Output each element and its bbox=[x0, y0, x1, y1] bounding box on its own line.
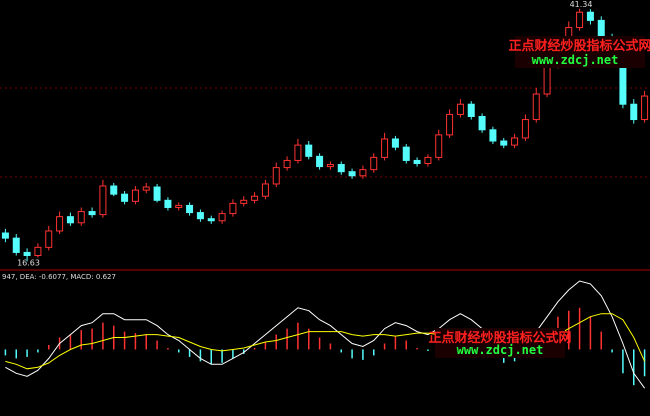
candle-body bbox=[110, 185, 118, 195]
watermark-title: 正点财经炒股指标公式网 bbox=[428, 330, 571, 346]
candle-body bbox=[641, 95, 649, 121]
candle-body bbox=[1, 232, 9, 239]
candle-body bbox=[142, 186, 150, 191]
candle-body bbox=[88, 211, 96, 216]
candle-body bbox=[99, 185, 107, 216]
candle-body bbox=[619, 62, 627, 105]
candle-body bbox=[175, 204, 183, 208]
candle-body bbox=[294, 144, 302, 161]
candle-body bbox=[56, 216, 64, 232]
candle-body bbox=[283, 159, 291, 169]
candle-body bbox=[543, 64, 551, 95]
macd-label: 947, DEA: -0.6077, MACD: 0.627 bbox=[2, 273, 116, 281]
marks: 16.63 41.34 bbox=[1, 0, 649, 389]
candle-body bbox=[511, 137, 519, 146]
candle-body bbox=[630, 103, 638, 121]
candle-body bbox=[359, 169, 367, 177]
candle-body bbox=[435, 134, 443, 158]
candle-body bbox=[597, 19, 605, 39]
candle-body bbox=[121, 193, 129, 202]
candle-body bbox=[218, 213, 226, 222]
low-label: 16.63 bbox=[17, 258, 40, 267]
candle-body bbox=[576, 11, 584, 29]
candle-body bbox=[456, 103, 464, 115]
watermark-bg bbox=[435, 328, 565, 358]
candle-body bbox=[229, 202, 237, 215]
high-label: 41.34 bbox=[570, 0, 593, 9]
watermark-title: 正点财经炒股指标公式网 bbox=[508, 38, 650, 54]
candle-body bbox=[23, 251, 31, 257]
candle-body bbox=[261, 183, 269, 197]
candle-body bbox=[402, 146, 410, 161]
candle-body bbox=[413, 159, 421, 165]
candle-body bbox=[391, 138, 399, 148]
watermark-url: www.zdcj.net bbox=[457, 343, 544, 357]
candle-body bbox=[381, 138, 389, 158]
candle-body bbox=[207, 218, 215, 222]
candle-body bbox=[251, 195, 259, 201]
candle-body bbox=[478, 115, 486, 131]
candle-body bbox=[305, 144, 313, 157]
candle-body bbox=[532, 93, 540, 121]
candle-body bbox=[337, 164, 345, 173]
candle-body bbox=[12, 237, 20, 253]
candle-body bbox=[489, 129, 497, 142]
candle-body bbox=[316, 155, 324, 168]
candle-body bbox=[164, 199, 172, 208]
candle-body bbox=[500, 140, 508, 146]
candle-body bbox=[131, 189, 139, 202]
candle-body bbox=[240, 199, 248, 204]
candle-body bbox=[186, 204, 194, 214]
candle-body bbox=[467, 103, 475, 117]
candle-body bbox=[153, 186, 161, 201]
candle-body bbox=[521, 119, 529, 139]
candle-body bbox=[446, 113, 454, 136]
candle-body bbox=[45, 230, 53, 248]
candle-body bbox=[272, 167, 280, 185]
watermark-bg bbox=[515, 36, 645, 68]
watermark-url: www.zdcj.net bbox=[532, 53, 619, 67]
candle-body bbox=[424, 156, 432, 165]
candle-body bbox=[196, 212, 204, 220]
candle-body bbox=[326, 164, 334, 168]
candle-body bbox=[586, 11, 594, 21]
candle-body bbox=[348, 171, 356, 177]
candle-body bbox=[77, 211, 85, 224]
candle-body bbox=[34, 246, 42, 257]
candle-body bbox=[66, 216, 74, 224]
candle-body bbox=[370, 156, 378, 171]
